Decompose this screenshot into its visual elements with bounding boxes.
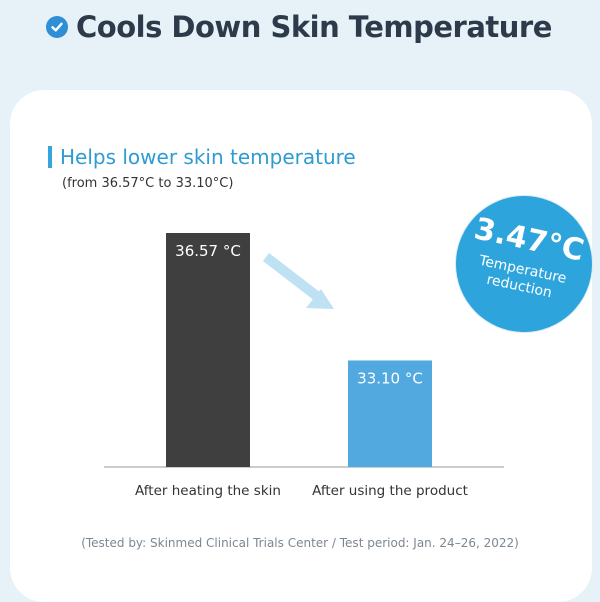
bar-value-label-1: 33.10 °C	[357, 369, 423, 387]
range-note: (from 36.57°C to 33.10°C)	[62, 176, 234, 191]
decrease-arrow	[262, 253, 334, 309]
bar-0	[166, 233, 250, 467]
chart-card	[10, 90, 592, 602]
accent-bar	[48, 146, 52, 168]
page-title: Cools Down Skin Temperature	[76, 10, 552, 44]
subtitle-text: Helps lower skin temperature	[60, 145, 356, 169]
category-label-0: After heating the skin	[135, 483, 281, 499]
chart-subtitle: Helps lower skin temperature	[48, 145, 356, 169]
test-footnote: (Tested by: Skinmed Clinical Trials Cent…	[81, 536, 519, 550]
bar-1	[348, 360, 432, 467]
check-circle-icon	[46, 16, 68, 38]
header: Cools Down Skin Temperature	[46, 10, 552, 44]
bar-value-label-0: 36.57 °C	[175, 242, 241, 260]
category-label-1: After using the product	[312, 483, 468, 499]
